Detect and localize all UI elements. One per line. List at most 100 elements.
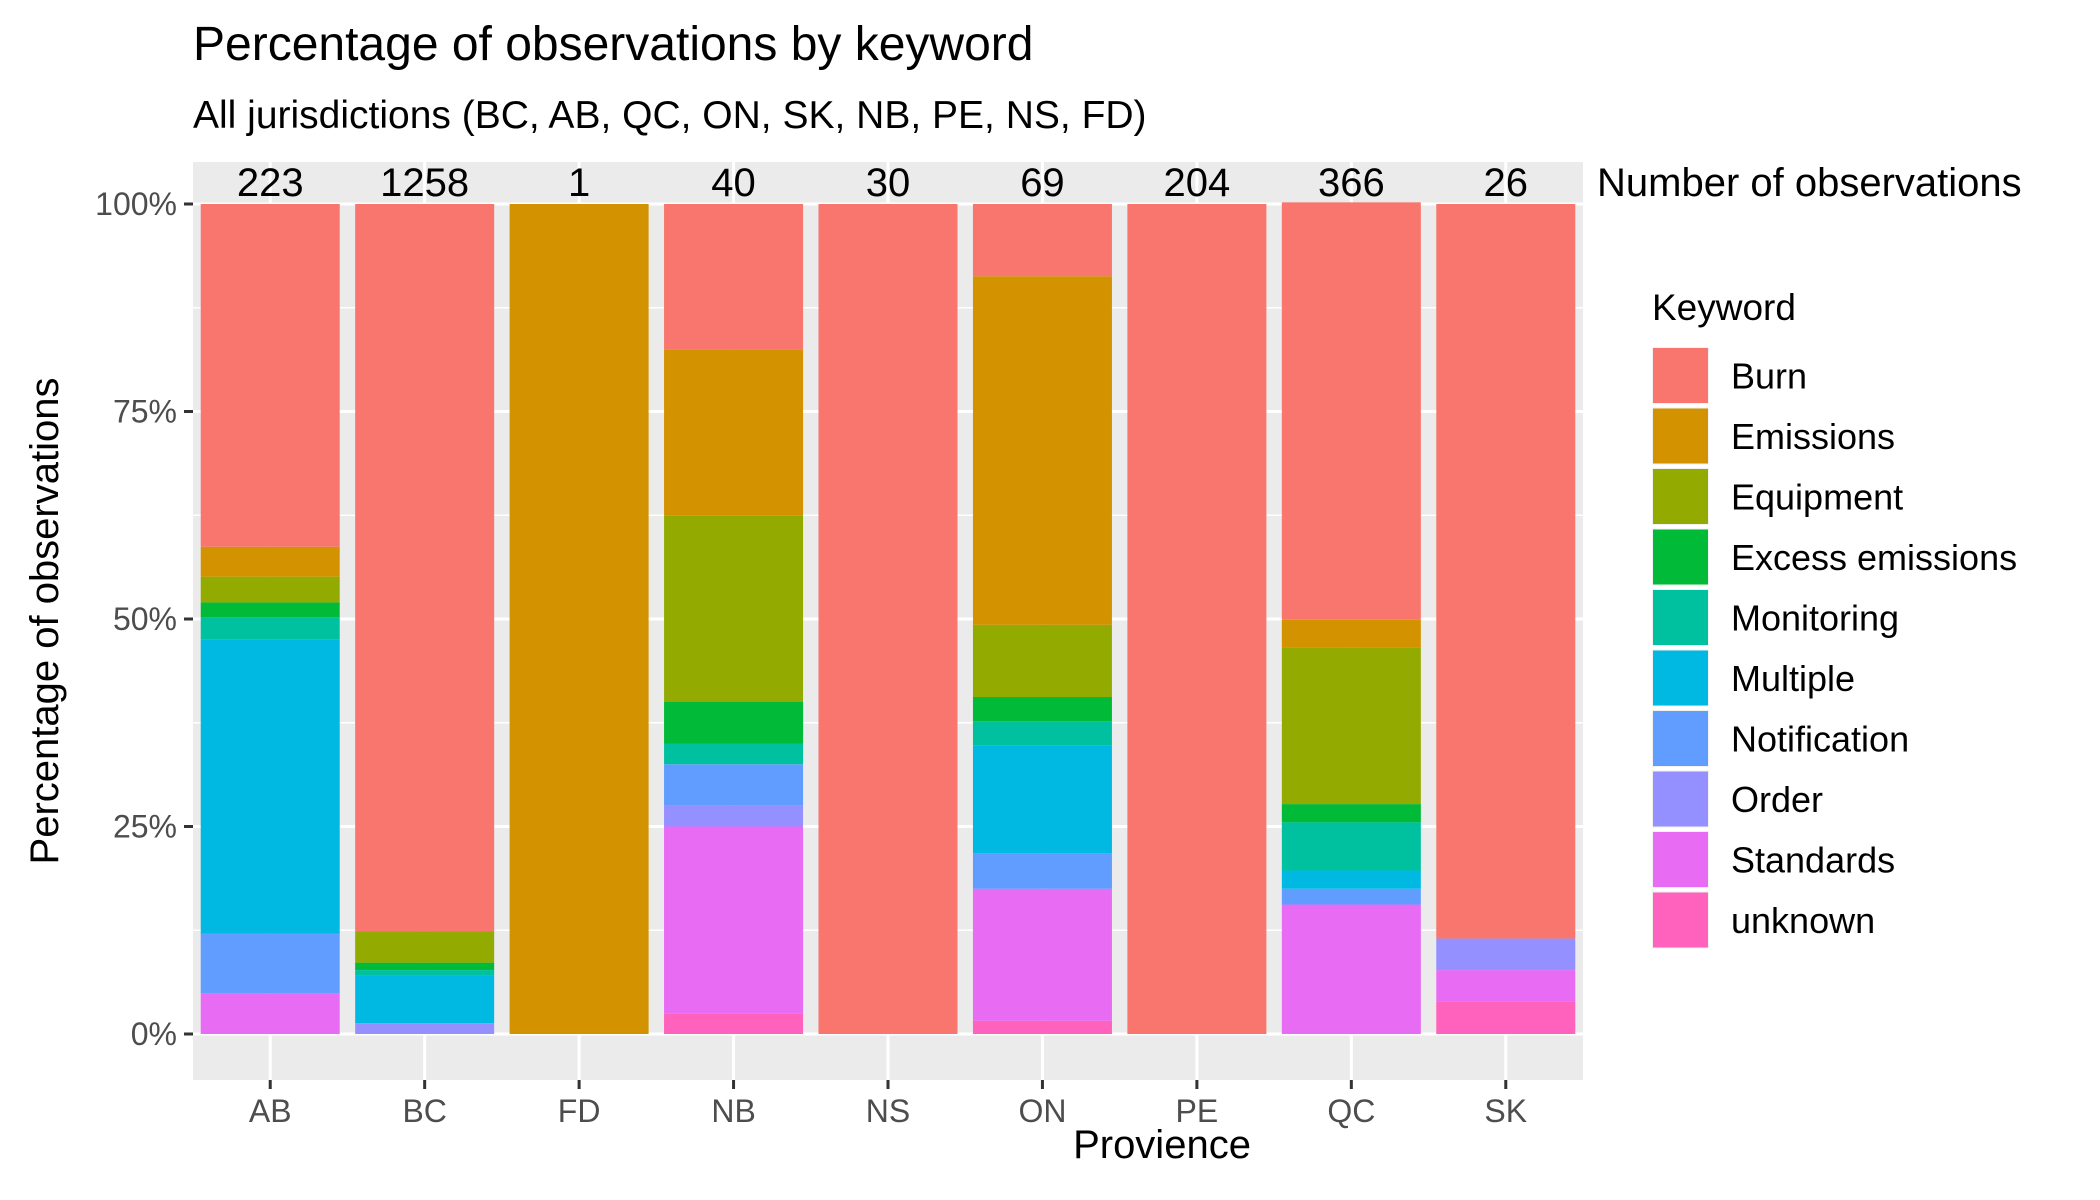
- x-tick-label: AB: [249, 1093, 292, 1129]
- bar-segment: [200, 576, 340, 603]
- y-tick-label: 50%: [113, 601, 177, 637]
- y-tick-label: 100%: [95, 186, 177, 222]
- bar-count-label: 26: [1484, 161, 1529, 205]
- bar-segment: [1436, 970, 1576, 1002]
- y-axis: 0% 25% 50% 75% 100%: [95, 186, 193, 1052]
- bar-segment: [664, 764, 804, 806]
- bar-segment: [972, 745, 1112, 854]
- bar-segment: [664, 805, 804, 827]
- legend-swatch: [1653, 348, 1708, 403]
- bar-count-label: 223: [237, 161, 304, 205]
- legend-swatch: [1653, 408, 1708, 464]
- bar-segment: [972, 1020, 1112, 1034]
- bar-segment: [355, 1023, 495, 1034]
- legend-label: Standards: [1731, 840, 1895, 881]
- bar-segment: [664, 204, 804, 350]
- bar-segment: [1281, 888, 1421, 905]
- bar-segment: [509, 204, 649, 1034]
- legend-label: unknown: [1731, 900, 1875, 941]
- x-tick-label: FD: [558, 1093, 601, 1129]
- counts-label: Number of observations: [1597, 161, 2022, 205]
- y-tick-label: 75%: [113, 394, 177, 430]
- bar-segment: [972, 721, 1112, 746]
- bar-count-label: 366: [1318, 161, 1385, 205]
- bar-count-label: 1258: [380, 161, 469, 205]
- x-tick-label: ON: [1018, 1093, 1066, 1129]
- legend-item: Standards: [1652, 831, 1895, 888]
- bar-segment: [664, 1013, 804, 1034]
- bar-segment: [355, 204, 495, 932]
- bar-segment: [200, 993, 340, 1034]
- bar-segment: [664, 826, 804, 1014]
- x-tick-label: SK: [1484, 1093, 1527, 1129]
- bar-segment: [355, 975, 495, 1024]
- x-axis-title: Provience: [1073, 1123, 1251, 1167]
- bar-segment: [1281, 647, 1421, 805]
- legend-item: Notification: [1652, 710, 1909, 767]
- bar-segment: [355, 962, 495, 971]
- bars: [200, 202, 1576, 1034]
- bar-segment: [200, 639, 340, 934]
- bar-count-label: 40: [711, 161, 756, 205]
- legend-label: Monitoring: [1731, 598, 1899, 639]
- legend-swatch: [1653, 892, 1708, 948]
- bar-segment: [200, 546, 340, 577]
- chart-title: Percentage of observations by keyword: [193, 18, 1033, 71]
- legend-item: Order: [1652, 770, 1823, 828]
- x-tick-label: NS: [866, 1093, 910, 1129]
- legend-label: Order: [1731, 779, 1823, 820]
- bar-segment: [1127, 204, 1267, 1034]
- chart-subtitle: All jurisdictions (BC, AB, QC, ON, SK, N…: [193, 94, 1147, 137]
- bar-count-label: 69: [1020, 161, 1065, 205]
- bar-segment: [972, 697, 1112, 722]
- bar-segment: [1281, 202, 1421, 620]
- bar-segment: [972, 204, 1112, 277]
- x-tick-label: BC: [402, 1093, 446, 1129]
- legend-item: Monitoring: [1652, 589, 1899, 646]
- bar-segment: [1281, 619, 1421, 648]
- bar-count-label: 1: [568, 161, 590, 205]
- legend-label: Multiple: [1731, 658, 1855, 699]
- bar-segment: [1436, 204, 1576, 939]
- x-tick-label: PE: [1176, 1093, 1219, 1129]
- bar-segment: [1281, 804, 1421, 823]
- bar-segment: [1281, 904, 1421, 1034]
- bar-segment: [200, 617, 340, 640]
- legend-item: Multiple: [1652, 649, 1855, 707]
- legend: Burn Emissions Equipment Excess emissions Mo…: [1652, 347, 2017, 949]
- legend-swatch: [1653, 711, 1708, 766]
- legend-swatch: [1653, 771, 1708, 827]
- legend-label: Notification: [1731, 719, 1909, 760]
- legend-swatch: [1653, 590, 1708, 645]
- bar-segment: [972, 276, 1112, 625]
- bar-segment: [1436, 938, 1576, 971]
- legend-label: Burn: [1731, 356, 1807, 397]
- legend-swatch: [1653, 832, 1708, 887]
- bar-segment: [972, 888, 1112, 1021]
- legend-swatch: [1653, 529, 1708, 585]
- x-tick-label: QC: [1327, 1093, 1375, 1129]
- bar-segment: [664, 515, 804, 702]
- bar-segment: [972, 624, 1112, 698]
- legend-item: Emissions: [1652, 407, 1895, 465]
- y-axis-title: Percentage of observations: [23, 378, 67, 865]
- bar-segment: [200, 204, 340, 547]
- bar-segment: [972, 853, 1112, 889]
- legend-swatch: [1653, 469, 1708, 524]
- count-labels: 223 1258 1 40 30 69 204 366 26: [237, 161, 1528, 205]
- legend-title: Keyword: [1652, 287, 1796, 328]
- y-tick-label: 0%: [131, 1016, 177, 1052]
- bar-count-label: 30: [866, 161, 911, 205]
- legend-item: Equipment: [1652, 468, 1903, 525]
- bar-count-label: 204: [1164, 161, 1231, 205]
- bar-segment: [664, 702, 804, 744]
- x-axis: AB BC FD NB NS ON PE QC SK: [249, 1080, 1527, 1129]
- bar-segment: [200, 933, 340, 994]
- y-tick-label: 25%: [113, 809, 177, 845]
- x-tick-label: NB: [711, 1093, 755, 1129]
- bar-segment: [818, 204, 958, 1034]
- legend-item: Burn: [1652, 347, 1807, 404]
- bar-segment: [664, 743, 804, 765]
- legend-item: unknown: [1652, 891, 1875, 949]
